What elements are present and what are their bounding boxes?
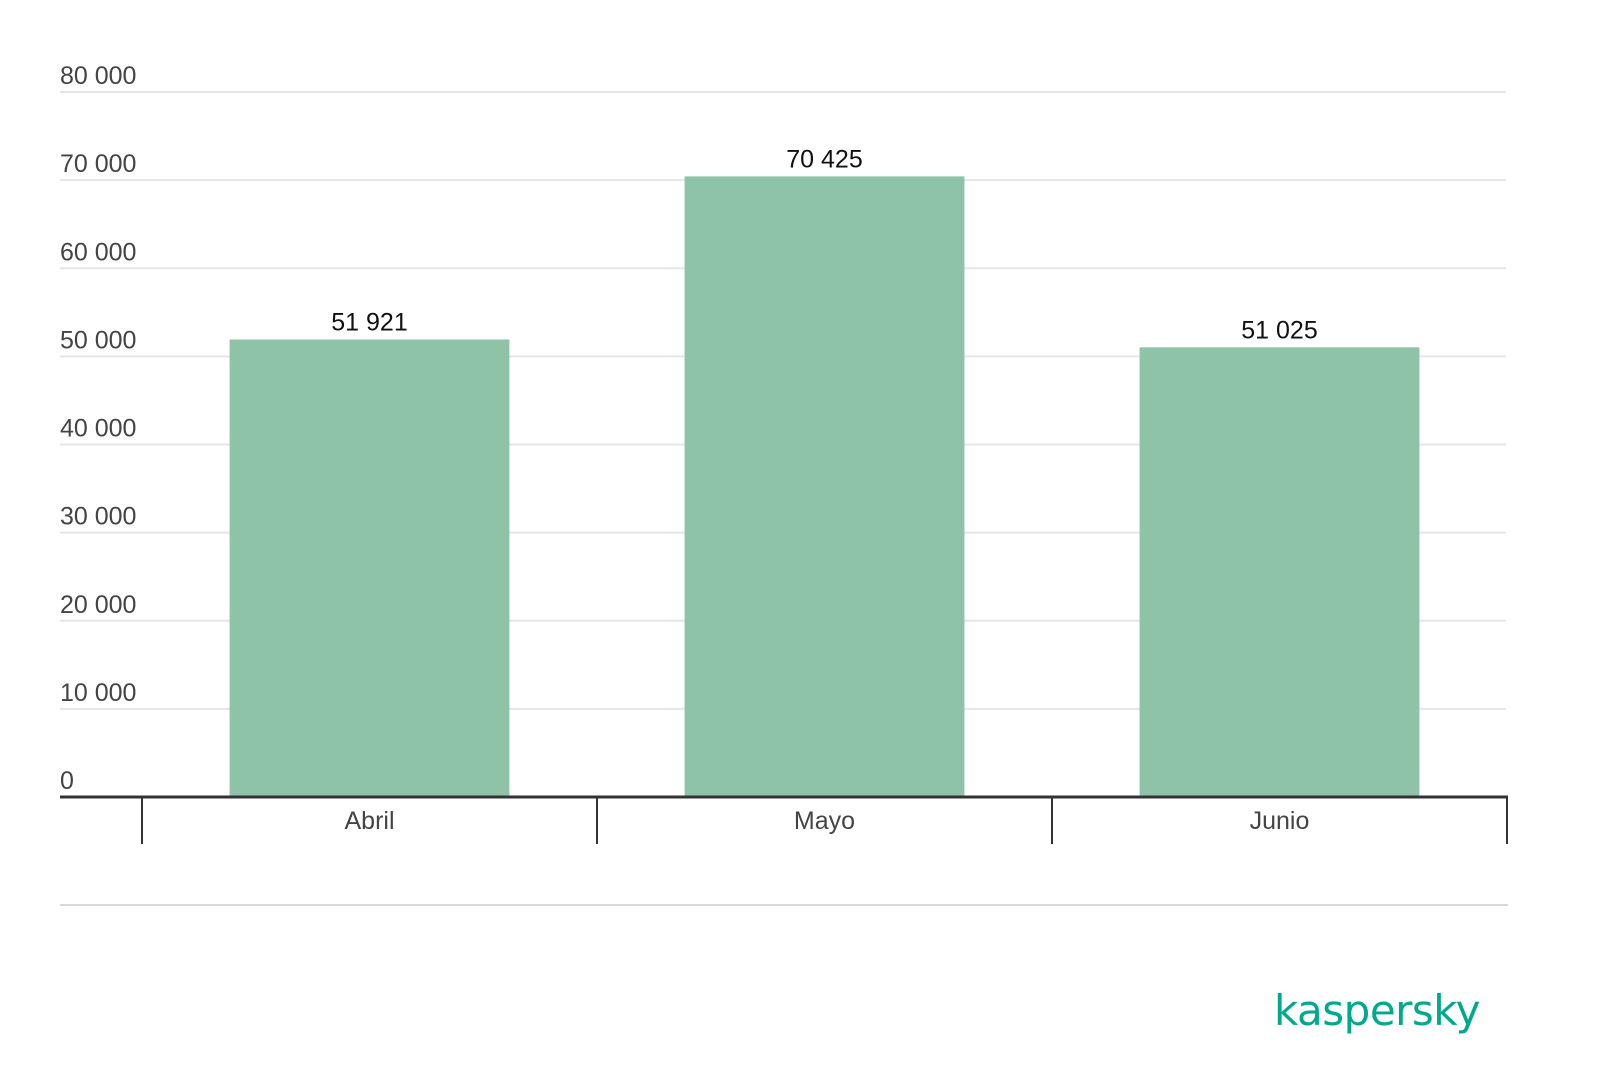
y-tick-label: 80 000 — [60, 62, 136, 90]
y-tick-label: 0 — [60, 767, 74, 795]
x-category-label: Junio — [1250, 807, 1310, 835]
y-tick-label: 30 000 — [60, 503, 136, 531]
y-tick-label: 20 000 — [60, 591, 136, 619]
y-tick-label: 70 000 — [60, 150, 136, 178]
y-tick-label: 40 000 — [60, 415, 136, 443]
bar-abril — [229, 339, 510, 797]
bars — [229, 176, 1420, 797]
y-tick-label: 60 000 — [60, 238, 136, 266]
y-tick-label: 50 000 — [60, 326, 136, 354]
x-axis — [60, 795, 1508, 844]
bar-value-label: 70 425 — [786, 145, 862, 173]
y-axis-tick-labels: 0 10 000 20 000 30 000 40 000 50 000 60 000 70 … — [60, 62, 136, 795]
bar-value-label: 51 025 — [1241, 316, 1317, 344]
bar-value-labels: 51 921 70 425 51 025 — [331, 145, 1317, 344]
x-axis-category-labels: Abril Mayo Junio — [344, 807, 1309, 835]
y-tick-label: 10 000 — [60, 679, 136, 707]
x-category-label: Mayo — [794, 807, 855, 835]
kaspersky-logo: kaspersky — [1273, 985, 1481, 1035]
bar-value-label: 51 921 — [331, 308, 407, 336]
bar-mayo — [684, 176, 965, 797]
bar-junio — [1139, 347, 1420, 797]
x-category-label: Abril — [344, 807, 394, 835]
